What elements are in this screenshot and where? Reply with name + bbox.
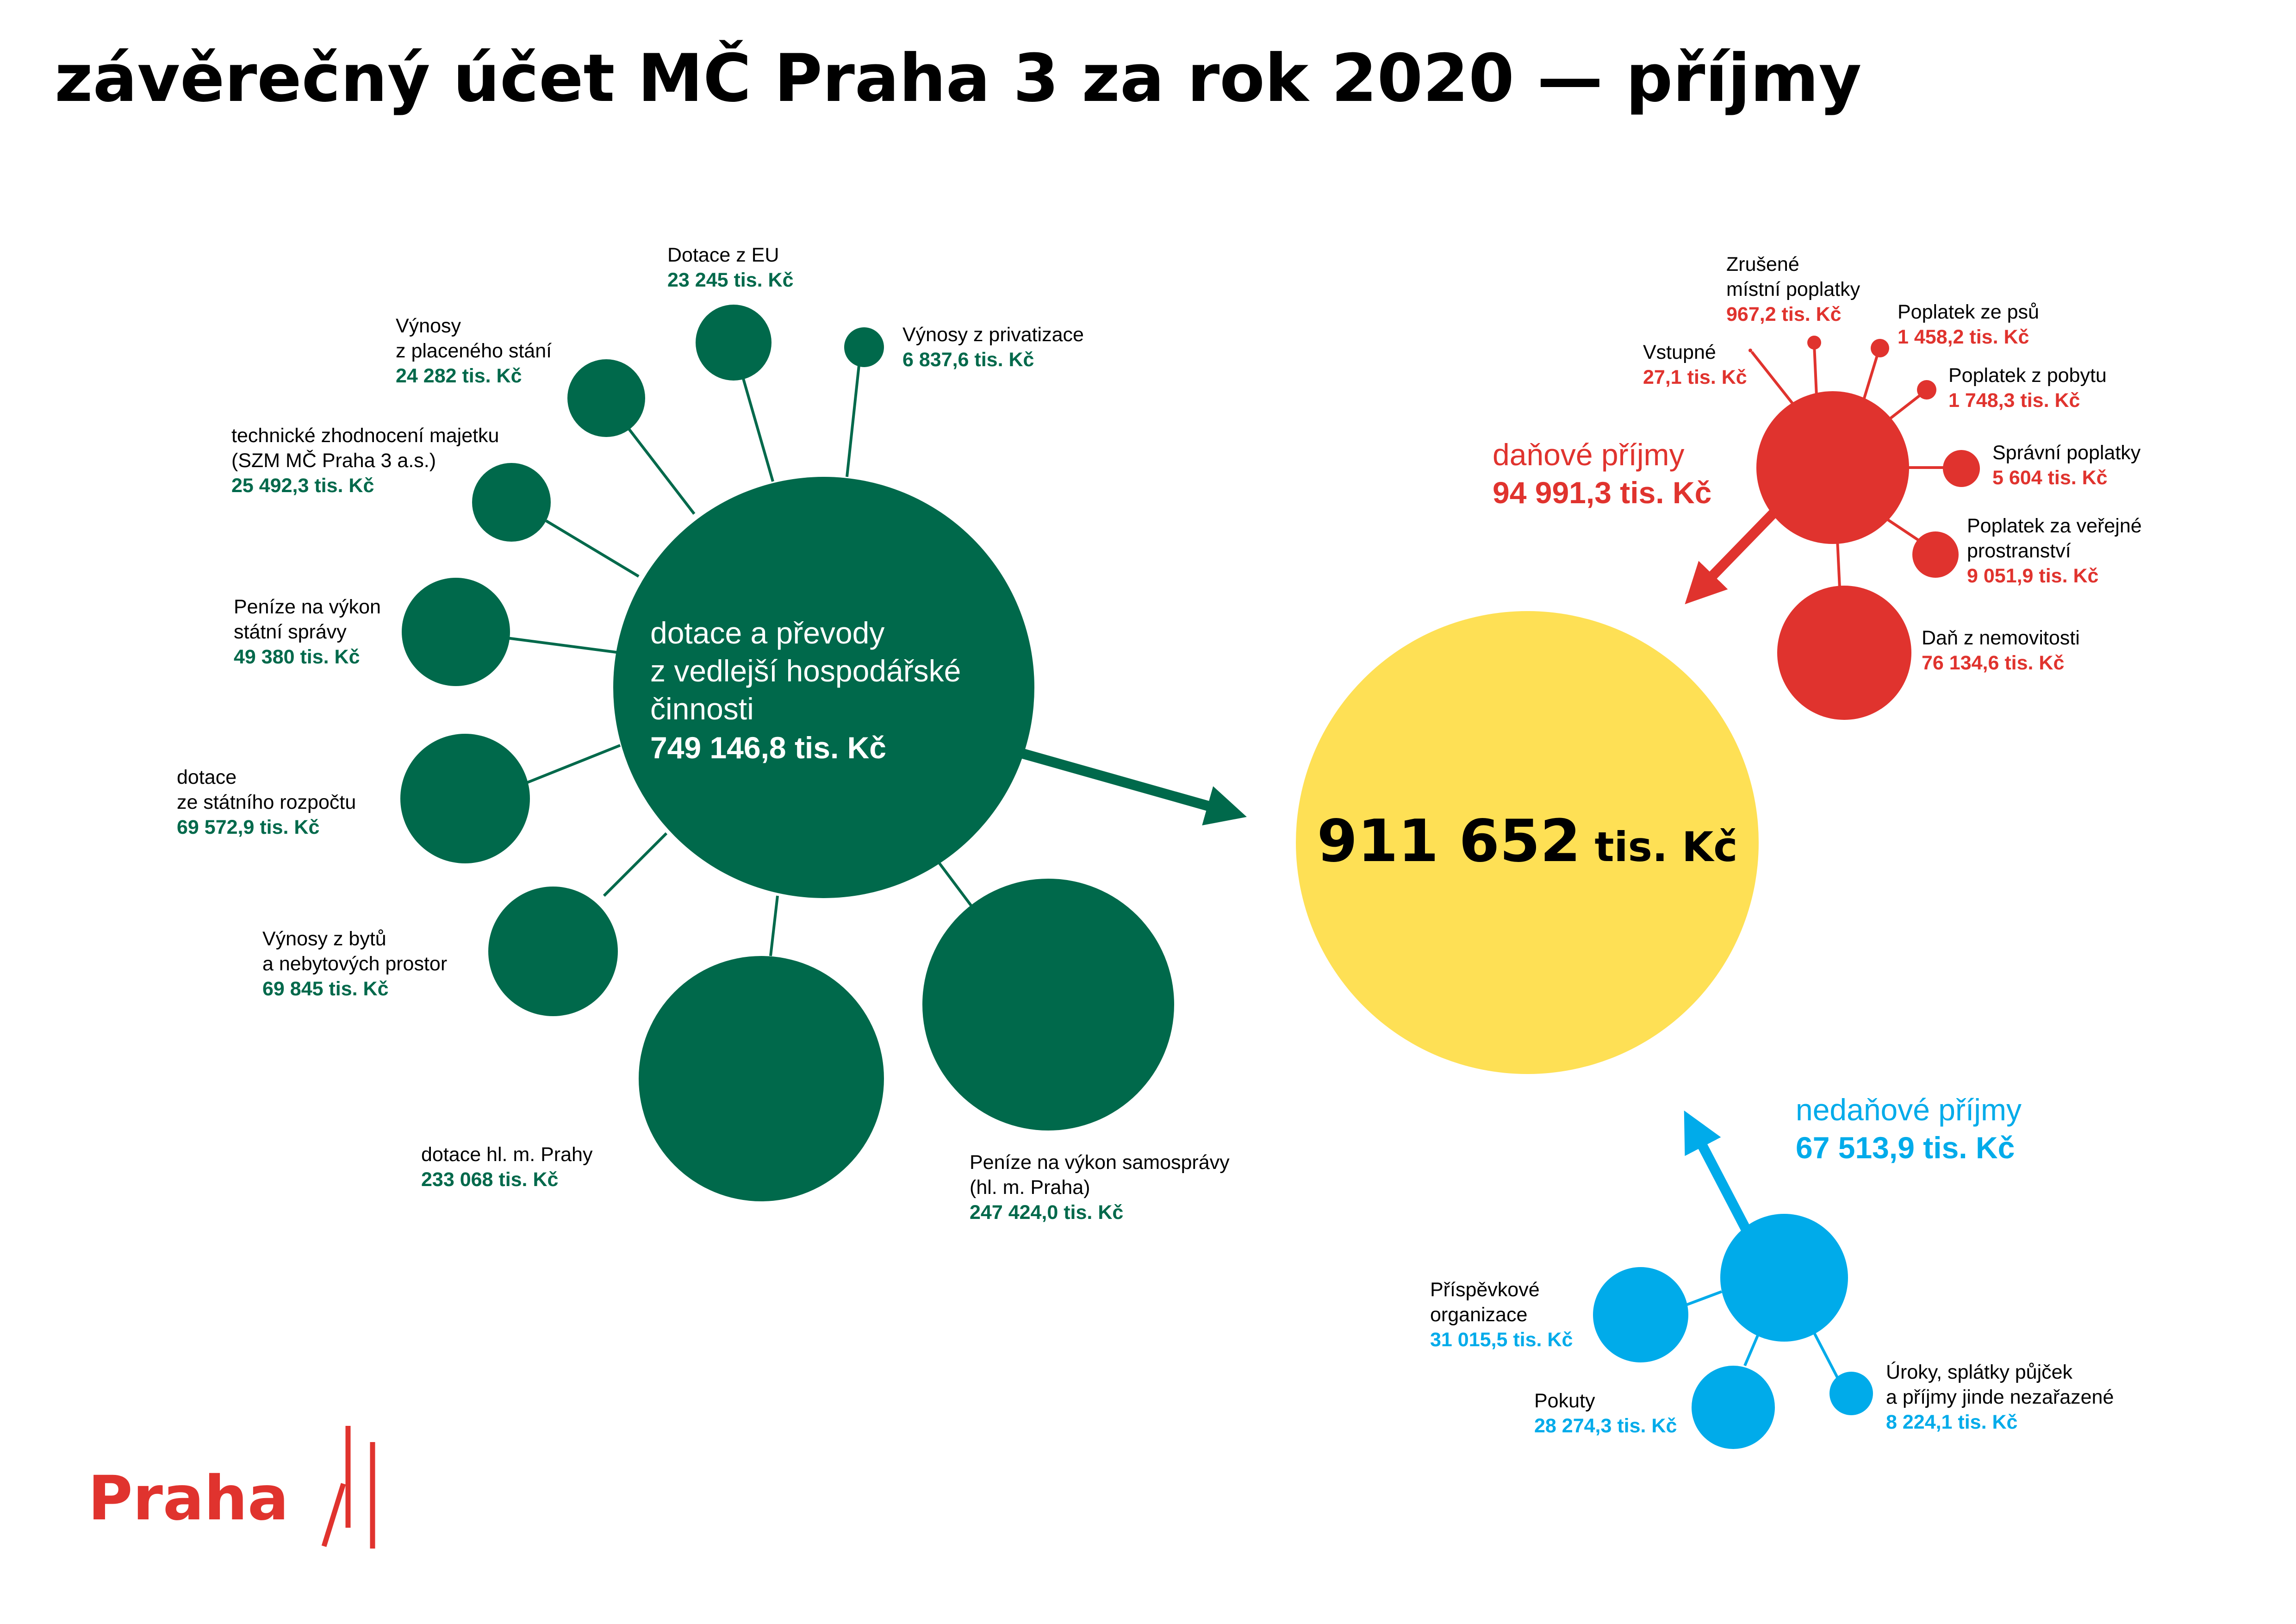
nontax-hub-bubble	[1720, 1214, 1848, 1342]
label-public-space: Poplatek za veřejné prostranství 9 051,9…	[1967, 515, 2144, 587]
tax-to-total-arrow	[1685, 506, 1781, 605]
tax-items	[1748, 336, 1980, 720]
label-dog-fee: Poplatek ze psů 1 458,2 tis. Kč	[1898, 301, 2041, 348]
item-bubble-parking	[567, 359, 645, 437]
item-bubble-state-budget	[400, 734, 530, 863]
tax-group-label: daňové příjmy 94 991,3 tis. Kč	[1493, 437, 1711, 510]
logo-text: Praha	[88, 1463, 289, 1534]
total-bubble	[1296, 611, 1759, 1074]
label-abolished-fees: Zrušené místní poplatky 967,2 tis. Kč	[1726, 253, 1862, 325]
item-bubble-contributory-orgs	[1593, 1267, 1688, 1362]
label-admin-fees: Správní poplatky 5 604 tis. Kč	[1992, 442, 2143, 489]
item-bubble-asset-improvement	[472, 463, 551, 542]
label-stay-fee: Poplatek z pobytu 1 748,3 tis. Kč	[1948, 364, 2109, 412]
nontax-group-label: nedaňové příjmy 67 513,9 tis. Kč	[1796, 1093, 2023, 1165]
total-value: 911 652 tis. Kč	[1317, 807, 1738, 875]
item-bubble-abolished-fees	[1807, 336, 1821, 350]
label-admission: Vstupné 27,1 tis. Kč	[1643, 341, 1747, 388]
item-bubble-dog-fee	[1871, 339, 1889, 357]
label-eu: Dotace z EU 23 245 tis. Kč	[667, 244, 794, 291]
nontax-to-total-arrow	[1684, 1110, 1752, 1234]
label-property-tax: Daň z nemovitosti 76 134,6 tis. Kč	[1922, 627, 2082, 674]
item-bubble-privatization	[844, 327, 884, 367]
item-bubble-property-tax	[1777, 586, 1911, 720]
label-state-budget: dotace ze státního rozpočtu 69 572,9 tis…	[177, 766, 358, 838]
item-bubble-stay-fee	[1917, 380, 1936, 400]
item-bubble-state-admin	[402, 578, 510, 686]
logo-stroke	[321, 1483, 346, 1547]
praha-logo: Praha	[88, 1426, 375, 1549]
item-bubble-admin-fees	[1943, 450, 1980, 487]
transfers-to-total-arrow	[1017, 747, 1247, 825]
page-title: závěrečný účet MČ Praha 3 za rok 2020 — …	[55, 40, 1862, 117]
label-contributory-orgs: Příspěvkové organizace 31 015,5 tis. Kč	[1430, 1279, 1573, 1351]
item-bubble-prague-subsidy	[639, 956, 884, 1201]
item-bubble-fines	[1692, 1366, 1775, 1449]
transfers-items	[400, 305, 1174, 1201]
label-privatization: Výnosy z privatizace 6 837,6 tis. Kč	[902, 324, 1086, 371]
item-bubble-interest	[1829, 1372, 1873, 1415]
nontax-items	[1593, 1267, 1873, 1449]
item-bubble-eu	[696, 305, 772, 381]
item-bubble-admission	[1748, 349, 1752, 352]
item-bubble-public-space	[1912, 531, 1959, 578]
tax-hub-bubble	[1756, 391, 1909, 544]
transfers-hub-bubble	[613, 477, 1034, 898]
label-asset-improvement: technické zhodnocení majetku (SZM MČ Pra…	[231, 425, 501, 497]
transfers-connectors	[506, 344, 976, 956]
item-bubble-self-government	[922, 879, 1174, 1131]
label-self-government: Peníze na výkon samosprávy (hl. m. Praha…	[970, 1151, 1232, 1224]
label-apartments: Výnosy z bytů a nebytových prostor 69 84…	[262, 928, 449, 1000]
label-interest: Úroky, splátky půjček a příjmy jinde nez…	[1886, 1361, 2116, 1433]
transfers-hub-label: dotace a převody z vedlejší hospodářské …	[650, 616, 963, 765]
label-state-admin: Peníze na výkon státní správy 49 380 tis…	[234, 596, 383, 668]
label-parking: Výnosy z placeného stání 24 282 tis. Kč	[396, 315, 554, 387]
item-bubble-apartments	[488, 887, 618, 1016]
label-fines: Pokuty 28 274,3 tis. Kč	[1534, 1390, 1677, 1437]
label-prague-subsidy: dotace hl. m. Prahy 233 068 tis. Kč	[421, 1143, 595, 1191]
